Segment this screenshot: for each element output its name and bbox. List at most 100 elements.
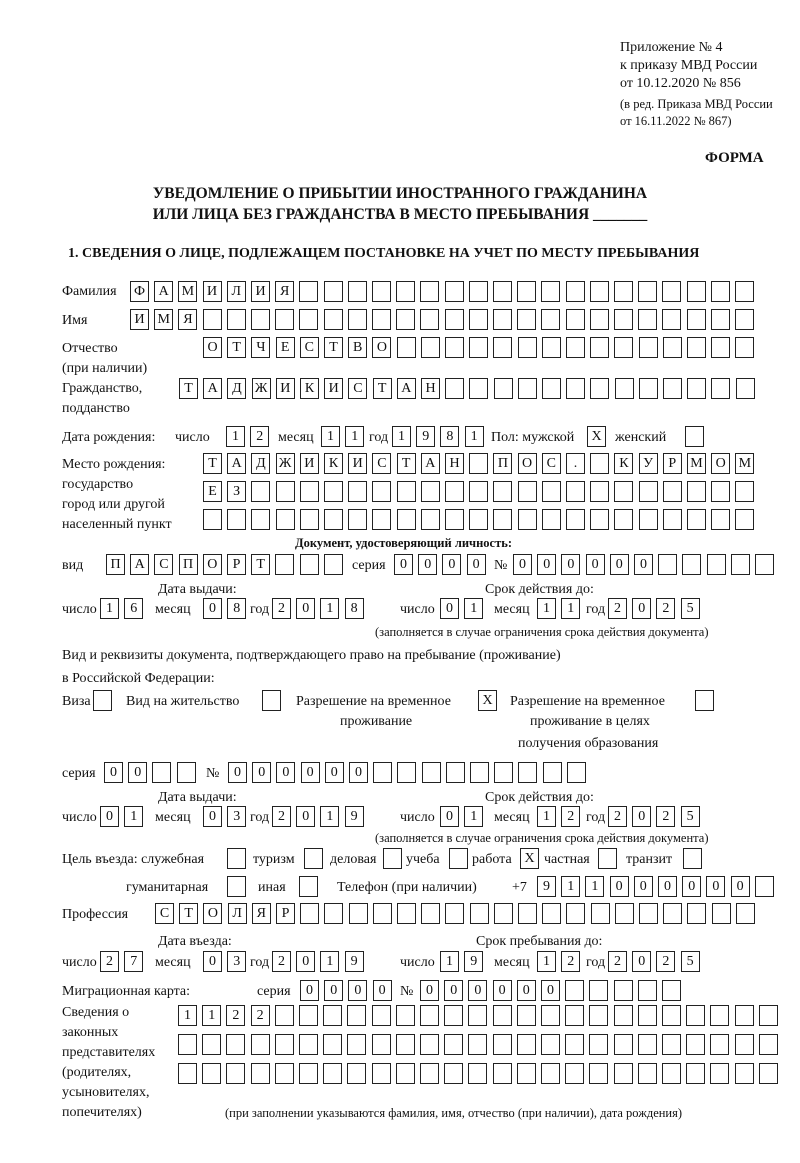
birthplace3-char-box[interactable] bbox=[541, 509, 561, 530]
profession-char-box[interactable] bbox=[542, 903, 562, 924]
reps3-char-box[interactable] bbox=[226, 1063, 246, 1084]
citizenship-char-box[interactable] bbox=[735, 378, 755, 399]
reps1-char-box[interactable] bbox=[274, 1005, 294, 1026]
birthplace2-char-box[interactable] bbox=[348, 481, 368, 502]
reps2-char-box[interactable] bbox=[226, 1034, 246, 1055]
profession-char-box[interactable] bbox=[639, 903, 658, 924]
birthplace1-char-box[interactable]: И bbox=[348, 453, 368, 474]
reps2-char-box[interactable] bbox=[299, 1034, 318, 1055]
surname-char-box[interactable]: Л bbox=[226, 281, 246, 302]
doc-kind-char-box[interactable] bbox=[275, 554, 295, 575]
reps1-char-box[interactable] bbox=[420, 1005, 439, 1026]
citizenship-char-box[interactable]: И bbox=[324, 378, 344, 399]
birthplace1-char-box[interactable]: К bbox=[614, 453, 634, 474]
birthplace1-char-box[interactable]: Д bbox=[251, 453, 271, 474]
profession-char-box[interactable] bbox=[493, 903, 513, 924]
name-char-box[interactable] bbox=[517, 309, 537, 330]
surname-char-box[interactable] bbox=[323, 281, 343, 302]
patronymic-char-box[interactable] bbox=[493, 337, 513, 358]
right-issue-year-char-box[interactable]: 2 bbox=[272, 806, 291, 827]
p-private-char-box[interactable] bbox=[598, 848, 617, 869]
profession-char-box[interactable] bbox=[300, 903, 320, 924]
birthplace3-char-box[interactable] bbox=[469, 509, 489, 530]
name-char-box[interactable] bbox=[226, 309, 246, 330]
citizenship-char-box[interactable] bbox=[566, 378, 586, 399]
p-work-char-box[interactable]: X bbox=[520, 848, 539, 869]
name-char-box[interactable] bbox=[493, 309, 512, 330]
surname-char-box[interactable] bbox=[299, 281, 319, 302]
phone-char-box[interactable]: 0 bbox=[706, 876, 726, 897]
surname-char-box[interactable] bbox=[541, 281, 561, 302]
right-issue-day-char-box[interactable]: 0 bbox=[100, 806, 119, 827]
birthplace2-char-box[interactable] bbox=[324, 481, 343, 502]
patronymic-char-box[interactable] bbox=[517, 337, 537, 358]
citizenship-char-box[interactable]: А bbox=[396, 378, 416, 399]
reps3-char-box[interactable] bbox=[613, 1063, 633, 1084]
profession-char-box[interactable] bbox=[421, 903, 441, 924]
mc-series-char-box[interactable]: 0 bbox=[348, 980, 368, 1001]
doc-kind-char-box[interactable]: С bbox=[154, 554, 174, 575]
citizenship-char-box[interactable]: Т bbox=[372, 378, 392, 399]
doc-valid-month-char-box[interactable]: 1 bbox=[561, 598, 581, 619]
doc-series-char-box[interactable]: 0 bbox=[394, 554, 413, 575]
profession-char-box[interactable]: Я bbox=[251, 903, 271, 924]
patronymic-char-box[interactable]: О bbox=[372, 337, 392, 358]
patronymic-char-box[interactable] bbox=[711, 337, 731, 358]
doc-number-char-box[interactable]: 0 bbox=[537, 554, 557, 575]
profession-char-box[interactable] bbox=[445, 903, 465, 924]
birthplace3-char-box[interactable] bbox=[396, 509, 416, 530]
citizenship-char-box[interactable] bbox=[590, 378, 610, 399]
patronymic-char-box[interactable] bbox=[614, 337, 634, 358]
p-other-char-box[interactable] bbox=[299, 876, 318, 897]
right-number-char-box[interactable]: 0 bbox=[276, 762, 296, 783]
name-char-box[interactable] bbox=[347, 309, 367, 330]
patronymic-char-box[interactable]: С bbox=[299, 337, 319, 358]
reps2-char-box[interactable] bbox=[710, 1034, 730, 1055]
right-number-char-box[interactable]: 0 bbox=[300, 762, 320, 783]
birthplace2-char-box[interactable] bbox=[735, 481, 755, 502]
reps3-char-box[interactable] bbox=[710, 1063, 730, 1084]
doc-number-char-box[interactable]: 0 bbox=[561, 554, 581, 575]
surname-char-box[interactable] bbox=[468, 281, 488, 302]
doc-issue-month-char-box[interactable]: 0 bbox=[203, 598, 222, 619]
patronymic-char-box[interactable]: Е bbox=[275, 337, 295, 358]
patronymic-char-box[interactable] bbox=[638, 337, 658, 358]
name-char-box[interactable] bbox=[541, 309, 561, 330]
profession-char-box[interactable] bbox=[590, 903, 610, 924]
reps3-char-box[interactable] bbox=[686, 1063, 706, 1084]
birthplace1-char-box[interactable]: У bbox=[638, 453, 658, 474]
phone-char-box[interactable]: 0 bbox=[633, 876, 653, 897]
doc-kind-char-box[interactable]: Т bbox=[251, 554, 271, 575]
name-char-box[interactable] bbox=[710, 309, 730, 330]
birthplace1-char-box[interactable]: К bbox=[324, 453, 343, 474]
doc-issue-month-char-box[interactable]: 8 bbox=[227, 598, 247, 619]
citizenship-char-box[interactable] bbox=[614, 378, 634, 399]
citizenship-char-box[interactable]: И bbox=[275, 378, 295, 399]
profession-char-box[interactable]: О bbox=[203, 903, 223, 924]
name-char-box[interactable] bbox=[251, 309, 270, 330]
reps3-char-box[interactable] bbox=[662, 1063, 681, 1084]
citizenship-char-box[interactable]: С bbox=[348, 378, 368, 399]
birth-year-char-box[interactable]: 9 bbox=[416, 426, 436, 447]
profession-char-box[interactable] bbox=[348, 903, 368, 924]
phone-char-box[interactable]: 0 bbox=[730, 876, 750, 897]
mc-number-char-box[interactable] bbox=[565, 980, 585, 1001]
birthplace1-char-box[interactable]: М bbox=[735, 453, 755, 474]
reps3-char-box[interactable] bbox=[734, 1063, 754, 1084]
reps3-char-box[interactable] bbox=[541, 1063, 560, 1084]
right-series-char-box[interactable] bbox=[152, 762, 172, 783]
reps1-char-box[interactable]: 2 bbox=[226, 1005, 246, 1026]
reps1-char-box[interactable] bbox=[323, 1005, 343, 1026]
name-char-box[interactable]: И bbox=[130, 309, 149, 330]
right-series-char-box[interactable]: 0 bbox=[104, 762, 123, 783]
mc-series-char-box[interactable]: 0 bbox=[324, 980, 344, 1001]
stay-day-char-box[interactable]: 1 bbox=[440, 951, 459, 972]
doc-series-char-box[interactable]: 0 bbox=[466, 554, 486, 575]
name-char-box[interactable] bbox=[372, 309, 391, 330]
reps3-char-box[interactable] bbox=[444, 1063, 464, 1084]
name-char-box[interactable] bbox=[686, 309, 706, 330]
name-char-box[interactable] bbox=[589, 309, 609, 330]
doc-valid-year-char-box[interactable]: 2 bbox=[656, 598, 676, 619]
birthplace2-char-box[interactable] bbox=[711, 481, 731, 502]
birth-day-char-box[interactable]: 1 bbox=[226, 426, 245, 447]
